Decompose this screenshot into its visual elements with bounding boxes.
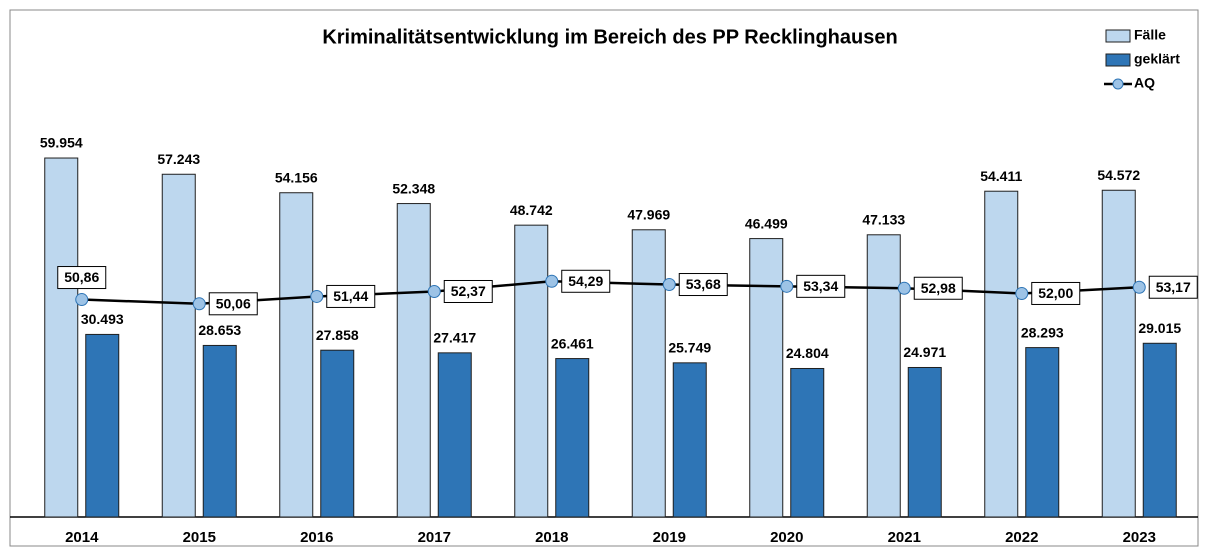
bar — [437, 352, 472, 518]
bar — [396, 203, 431, 518]
data-label: 52,98 — [921, 280, 956, 296]
bar — [1025, 347, 1060, 518]
data-label: 47.133 — [862, 211, 905, 227]
data-label-box — [1031, 281, 1081, 305]
chart-frame — [9, 9, 1199, 547]
data-label: 27.858 — [316, 327, 359, 343]
bar — [320, 349, 355, 518]
line-marker — [780, 279, 794, 293]
bar — [631, 229, 666, 518]
x-tick-label: 2015 — [183, 529, 216, 546]
line-marker — [192, 297, 206, 311]
data-label: 54.156 — [275, 169, 318, 185]
data-label-box — [208, 292, 258, 316]
bar — [749, 238, 784, 518]
bar — [790, 367, 825, 518]
data-label: 52,00 — [1038, 285, 1073, 301]
data-label: 52,37 — [451, 283, 486, 299]
data-label: 24.971 — [903, 344, 946, 360]
data-label: 50,86 — [64, 269, 99, 285]
x-tick-label: 2018 — [535, 529, 568, 546]
x-tick-label: 2020 — [770, 529, 803, 546]
bar — [907, 366, 942, 518]
data-label: 54,29 — [568, 273, 603, 289]
data-label: 28.293 — [1021, 324, 1064, 340]
data-label: 53,68 — [686, 276, 721, 292]
data-label: 50,06 — [216, 295, 251, 311]
data-label: 30.493 — [81, 311, 124, 327]
data-label: 48.742 — [510, 202, 553, 218]
x-tick-label: 2014 — [65, 529, 99, 546]
data-label-box — [796, 274, 846, 298]
legend-swatch — [1105, 53, 1131, 67]
line-marker — [427, 284, 441, 298]
data-label: 59.954 — [40, 135, 83, 151]
x-tick-label: 2022 — [1005, 529, 1038, 546]
data-label-box — [1148, 275, 1198, 299]
legend-label: geklärt — [1134, 51, 1180, 67]
legend-marker — [1112, 78, 1124, 90]
bar — [672, 362, 707, 518]
bar — [866, 234, 901, 518]
data-label-box — [57, 266, 107, 290]
line-marker — [662, 278, 676, 292]
line-marker — [897, 281, 911, 295]
data-label: 24.804 — [786, 345, 829, 361]
data-label: 52.348 — [392, 180, 435, 196]
data-label: 26.461 — [551, 335, 594, 351]
data-label-box — [326, 284, 376, 308]
data-label: 28.653 — [198, 322, 241, 338]
line-marker — [545, 274, 559, 288]
bar — [514, 224, 549, 518]
legend-swatch — [1105, 29, 1131, 43]
x-tick-label: 2016 — [300, 529, 333, 546]
data-label-box — [678, 273, 728, 297]
bar — [85, 333, 120, 518]
data-label: 51,44 — [333, 288, 368, 304]
chart-title: Kriminalitätsentwicklung im Bereich des … — [322, 26, 897, 48]
data-label-box — [913, 276, 963, 300]
data-label: 25.749 — [668, 340, 711, 356]
bar — [161, 173, 196, 518]
bar — [44, 157, 79, 518]
data-label: 54.411 — [980, 168, 1022, 184]
line-marker — [1132, 280, 1146, 294]
x-tick-label: 2019 — [653, 529, 686, 546]
data-label: 57.243 — [157, 151, 200, 167]
line-marker — [75, 293, 89, 307]
bar — [279, 192, 314, 518]
data-label: 46.499 — [745, 215, 788, 231]
line — [81, 280, 1140, 306]
data-label: 54.572 — [1097, 167, 1140, 183]
bar — [1101, 189, 1136, 518]
data-label-box — [561, 269, 611, 293]
data-label-box — [443, 279, 493, 303]
legend-label: AQ — [1134, 75, 1155, 91]
data-label: 53,17 — [1156, 279, 1191, 295]
data-label: 27.417 — [433, 330, 476, 346]
data-label: 53,34 — [803, 278, 838, 294]
x-tick-label: 2023 — [1123, 529, 1156, 546]
x-tick-label: 2017 — [418, 529, 451, 546]
data-label: 47.969 — [627, 206, 670, 222]
legend-label: Fälle — [1134, 27, 1166, 43]
bar — [555, 358, 590, 518]
bar — [202, 344, 237, 518]
x-tick-label: 2021 — [888, 529, 921, 546]
line-marker — [310, 289, 324, 303]
bar — [984, 190, 1019, 518]
line-marker — [1015, 286, 1029, 300]
data-label: 29.015 — [1138, 320, 1181, 336]
bar — [1142, 342, 1177, 518]
